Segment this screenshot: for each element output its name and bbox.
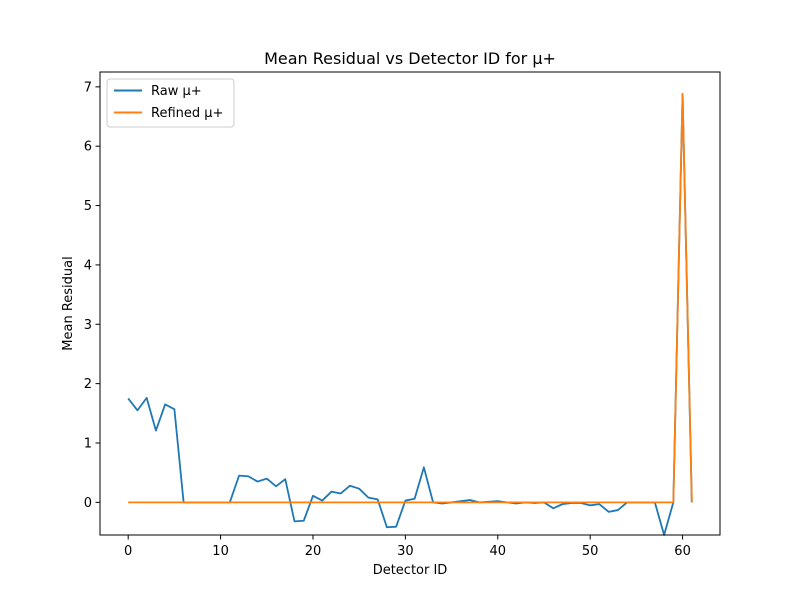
x-axis-label: Detector ID <box>373 563 448 578</box>
x-tick-label: 30 <box>397 544 414 559</box>
y-tick-label: 5 <box>84 199 92 214</box>
series-line-refined <box>128 93 693 504</box>
y-tick-label: 3 <box>84 318 92 333</box>
legend: Raw μ+ Refined μ+ <box>106 78 235 128</box>
x-tick-label: 10 <box>212 544 229 559</box>
x-tick-label: 0 <box>124 544 132 559</box>
legend-label-refined: Refined μ+ <box>151 106 223 121</box>
chart-title: Mean Residual vs Detector ID for μ+ <box>264 49 556 68</box>
x-tick-label: 60 <box>674 544 691 559</box>
y-axis: 0 1 2 3 4 5 6 7 <box>84 80 100 511</box>
plot-lines <box>127 93 693 536</box>
legend-label-raw: Raw μ+ <box>151 84 202 99</box>
y-tick-label: 1 <box>84 436 92 451</box>
x-axis: 0 10 20 30 40 50 60 <box>124 535 691 559</box>
y-tick-label: 7 <box>84 80 92 95</box>
x-tick-label: 50 <box>582 544 599 559</box>
y-tick-label: 0 <box>84 496 92 511</box>
y-tick-label: 2 <box>84 377 92 392</box>
x-tick-label: 20 <box>305 544 322 559</box>
y-tick-label: 6 <box>84 140 92 155</box>
y-tick-label: 4 <box>84 258 92 273</box>
y-axis-label: Mean Residual <box>61 256 76 350</box>
x-tick-label: 40 <box>490 544 507 559</box>
plot-frame <box>99 71 721 536</box>
